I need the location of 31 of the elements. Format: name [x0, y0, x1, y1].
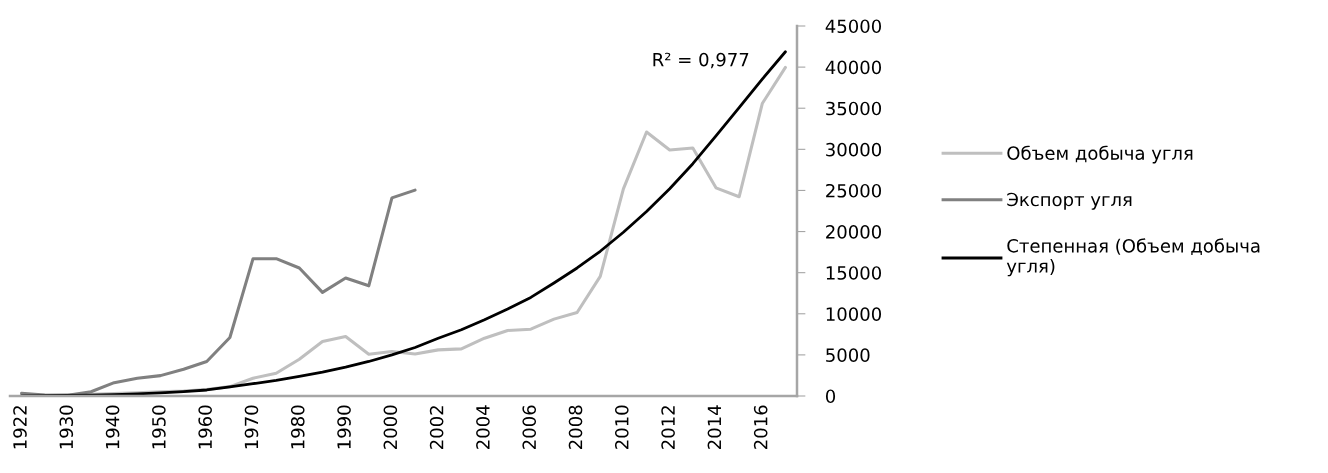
x-tick-label: 1940	[105, 405, 120, 449]
x-tick-label: 1960	[198, 405, 212, 449]
y-tick-label: 40000	[825, 60, 882, 75]
x-tick-label: 1970	[244, 405, 259, 449]
legend-label: Объем добыча угля	[1007, 145, 1193, 164]
x-tick-label: 2004	[476, 405, 490, 449]
x-tick-label: 2008	[568, 405, 583, 449]
x-tick-label: 1922	[13, 406, 27, 449]
y-tick-label: 10000	[826, 307, 882, 321]
x-tick-label: 2016	[753, 405, 768, 449]
x-tick-label: 2002	[429, 406, 444, 449]
y-tick-label: 15000	[826, 266, 882, 280]
x-tick-label: 2014	[707, 405, 722, 449]
annotation: R² = 0,977	[653, 52, 749, 69]
y-tick-label: 30000	[826, 142, 882, 157]
y-tick-label: 0	[825, 389, 836, 404]
legend-label: Экспорт угля	[1007, 192, 1132, 210]
x-tick-label: 2006	[522, 405, 537, 449]
y-tick-label: 35000	[826, 101, 882, 116]
x-tick-label: 1930	[59, 405, 74, 449]
legend-label: Степенная (Объем добыча угля)	[1006, 238, 1260, 277]
x-tick-label: 1950	[152, 405, 166, 449]
x-tick-label: 1980	[290, 405, 305, 449]
x-tick-label: 2010	[614, 405, 629, 449]
x-tick-label: 2012	[661, 406, 675, 449]
x-tick-label: 1990	[337, 405, 351, 449]
y-tick-label: 5000	[826, 348, 870, 363]
y-tick-label: 20000	[826, 225, 882, 239]
y-tick-label: 25000	[826, 183, 882, 198]
y-tick-label: 45000	[825, 19, 882, 34]
x-tick-label: 2000	[383, 405, 398, 449]
